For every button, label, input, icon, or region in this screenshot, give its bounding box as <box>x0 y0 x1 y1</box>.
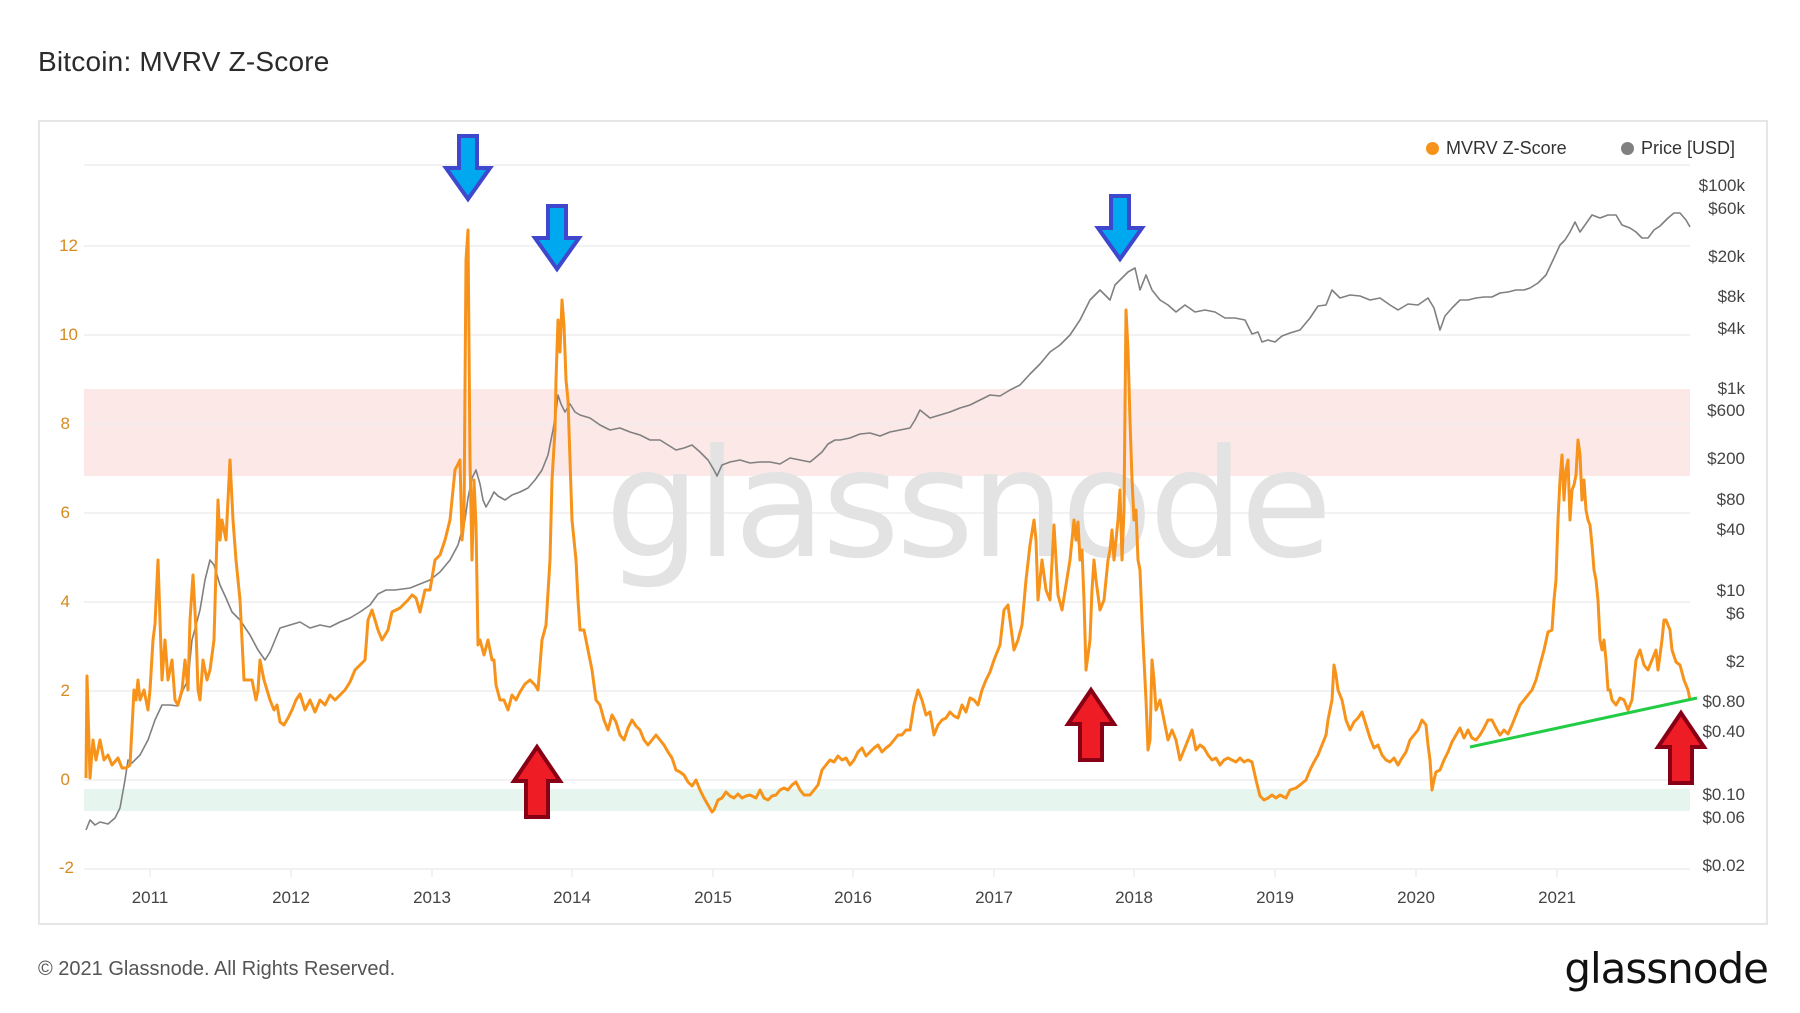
glassnode-logo: glassnode <box>1564 944 1769 993</box>
y-tick-right: $8k <box>1717 287 1745 306</box>
y-tick-right: $1k <box>1717 379 1745 398</box>
y-tick-right: $200 <box>1707 449 1745 468</box>
y-tick-left: 6 <box>60 503 70 522</box>
legend-item-zscore[interactable]: MVRV Z-Score <box>1426 138 1567 159</box>
y-tick-left: 0 <box>60 770 70 789</box>
orange-dot-icon <box>1426 142 1439 155</box>
arrow-down-icon <box>442 134 494 203</box>
copyright-text: © 2021 Glassnode. All Rights Reserved. <box>38 958 396 980</box>
y-tick-left: 10 <box>59 325 78 344</box>
y-tick-right: $100k <box>1698 176 1745 195</box>
y-tick-right: $0.40 <box>1702 722 1745 741</box>
chart-frame <box>38 120 1768 925</box>
y-tick-right: $4k <box>1717 319 1745 338</box>
y-tick-right: $40 <box>1716 520 1745 539</box>
x-tick: 2020 <box>1397 888 1435 907</box>
y-tick-right: $600 <box>1707 401 1745 420</box>
x-tick: 2019 <box>1256 888 1294 907</box>
y-tick-right: $2 <box>1726 652 1745 671</box>
legend-label: Price [USD] <box>1641 138 1736 158</box>
y-tick-right: $0.10 <box>1702 785 1745 804</box>
legend-label: MVRV Z-Score <box>1446 138 1567 158</box>
y-tick-right: $0.80 <box>1702 692 1745 711</box>
x-tick: 2018 <box>1115 888 1153 907</box>
trendline <box>1469 696 1698 749</box>
x-tick: 2013 <box>413 888 451 907</box>
x-tick: 2015 <box>694 888 732 907</box>
arrow-up-icon <box>1064 686 1118 762</box>
x-tick: 2017 <box>975 888 1013 907</box>
arrow-up-icon <box>1654 709 1708 785</box>
x-tick: 2011 <box>131 888 169 907</box>
x-tick: 2014 <box>553 888 591 907</box>
gray-dot-icon <box>1621 142 1634 155</box>
y-tick-left: 4 <box>60 592 70 611</box>
y-tick-right: $0.06 <box>1702 808 1745 827</box>
y-tick-right: $0.02 <box>1702 856 1745 875</box>
page-title: Bitcoin: MVRV Z-Score <box>38 46 330 77</box>
y-tick-right: $10 <box>1716 581 1745 600</box>
y-tick-right: $60k <box>1708 199 1745 218</box>
arrow-down-icon <box>1094 194 1146 263</box>
x-tick: 2016 <box>834 888 872 907</box>
x-tick: 2012 <box>272 888 310 907</box>
y-tick-left: 8 <box>60 414 70 433</box>
y-tick-left: 12 <box>59 236 78 255</box>
price-line <box>85 212 1691 831</box>
y-tick-right: $6 <box>1726 604 1745 623</box>
zscore-line <box>84 228 1692 814</box>
y-tick-right: $20k <box>1708 247 1745 266</box>
legend-item-price[interactable]: Price [USD] <box>1621 138 1735 159</box>
y-tick-left: -2 <box>58 858 74 877</box>
grid-lines <box>84 164 1690 877</box>
watermark: glassnode <box>605 418 1328 592</box>
arrow-down-icon <box>531 204 583 273</box>
x-tick: 2021 <box>1538 888 1576 907</box>
undervalued-band <box>84 789 1690 811</box>
y-tick-right: $80 <box>1716 490 1745 509</box>
y-tick-left: 2 <box>60 681 70 700</box>
arrow-up-icon <box>510 743 564 819</box>
